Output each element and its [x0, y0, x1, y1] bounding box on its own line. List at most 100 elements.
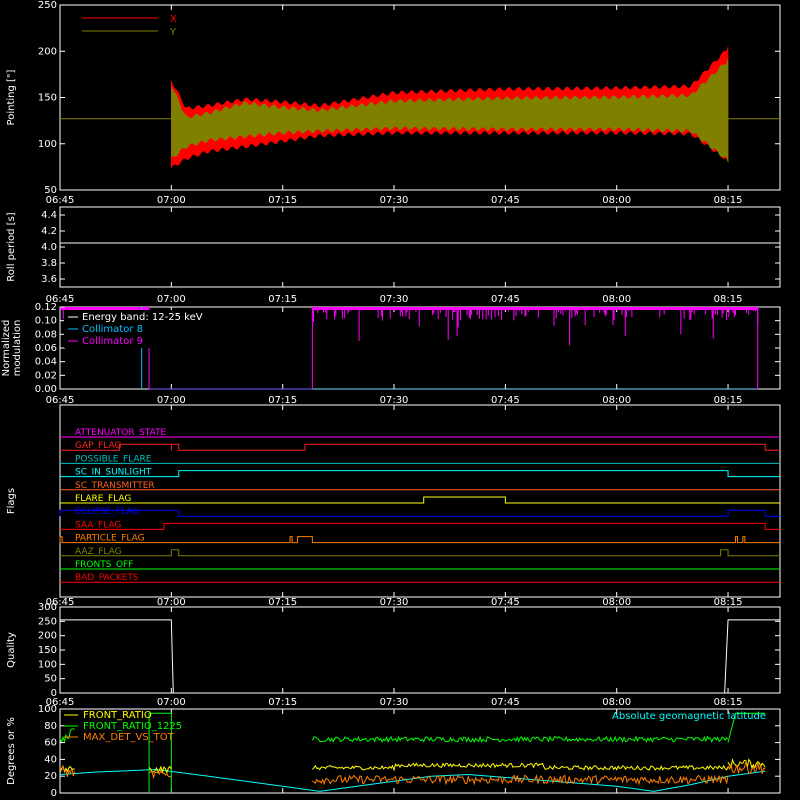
y-axis-label: Pointing ["] [6, 69, 17, 125]
front-ratio-1225-series [59, 728, 75, 744]
y-tick-label: 0.02 [35, 370, 57, 381]
flag-label: FLARE_FLAG [75, 494, 131, 504]
flag-label: ATTENUATOR_STATE [75, 428, 167, 438]
y-tick-label: 80 [44, 721, 57, 732]
x-tick-label: 06:45 [46, 195, 75, 206]
flag-label: GAP_FLAG [75, 441, 121, 451]
x-tick-label: 07:30 [380, 294, 409, 305]
panel-ratios: 0 20 40 60 80 100 Degrees or % FRONT_RATIOFRONT… [6, 704, 781, 799]
x-tick-label: 06:45 [46, 697, 75, 708]
flag-label: FRONTS_OFF [75, 560, 133, 570]
flag-line-sc-in-sunlight [60, 470, 780, 478]
y-tick-label: 300 [38, 602, 57, 613]
front-ratio-series [312, 762, 729, 772]
legend-label: MAX_DET_VS_TOT [83, 732, 175, 743]
y-tick-label: 150 [38, 645, 57, 656]
flag-label: BAD_PACKETS [75, 573, 139, 583]
x-tick-label: 07:00 [157, 597, 186, 608]
y-tick-label: 0.06 [35, 343, 57, 354]
x-tick-label: 07:30 [380, 697, 409, 708]
x-tick-label: 08:00 [602, 395, 631, 406]
collimator-9-top [60, 307, 150, 310]
x-tick-label: 08:15 [714, 395, 743, 406]
legend-label: FRONT_RATIO [83, 710, 152, 721]
flag-line-eclipse-flag [59, 509, 780, 517]
x-tick-label: 07:00 [157, 697, 186, 708]
panel-pointing: 50 100 150 200 250 Pointing ["] XY 06:45 07:00 07… [6, 0, 781, 206]
y-tick-label: 200 [38, 631, 57, 642]
y-tick-label: 100 [38, 139, 57, 150]
front-ratio-series [148, 765, 172, 775]
flag-line-flare-flag [60, 496, 780, 504]
x-tick-label: 07:30 [380, 395, 409, 406]
y-tick-label: 100 [38, 659, 57, 670]
x-tick-label: 08:15 [714, 195, 743, 206]
x-tick-label: 06:45 [46, 294, 75, 305]
legend-label: Energy band: 12-25 keV [82, 312, 203, 323]
y-axis-label: Flags [6, 488, 17, 514]
legend-box [64, 310, 214, 348]
y-tick-label: 50 [44, 185, 57, 196]
quality-line [60, 619, 780, 694]
legend-label: FRONT_RATIO_1225 [83, 721, 182, 732]
x-tick-label: 08:15 [714, 697, 743, 708]
panel-flags: ATTENUATOR_STATE GAP_FLAG POSSIBLE_FLARE SC… [6, 404, 781, 608]
y-axis-label: modulation [12, 320, 23, 377]
y-axis-label: Degrees or % [6, 717, 17, 785]
x-tick-label: 07:00 [157, 395, 186, 406]
max-det-vs-tot-series [59, 765, 76, 777]
y-tick-label: 0 [51, 788, 57, 799]
front-ratio-1225-series [727, 712, 766, 743]
panel-roll: 3.6 3.8 4.0 4.2 4.4 Roll period [s] 06:45 07:00… [6, 206, 781, 305]
x-tick-label: 08:15 [714, 294, 743, 305]
y-tick-label: 0.04 [35, 357, 57, 368]
y-tick-label: 4.4 [41, 210, 57, 221]
legend-label: X [170, 14, 177, 25]
x-tick-label: 07:15 [268, 697, 297, 708]
y-tick-label: 20 [44, 771, 57, 782]
y-axis-label: Normalized [1, 320, 12, 377]
x-tick-label: 07:45 [491, 395, 520, 406]
y-tick-label: 150 [38, 93, 57, 104]
flag-line-gap-flag [60, 443, 780, 451]
flag-label: POSSIBLE_FLARE [75, 454, 152, 464]
x-tick-label: 08:00 [602, 697, 631, 708]
flag-label: SC_TRANSMITTER [75, 481, 155, 491]
collimator-9-top [312, 307, 758, 310]
y-tick-label: 3.8 [41, 258, 57, 269]
max-det-vs-tot-series [149, 769, 172, 780]
panel-quality: 0 50 100 150 200 250 300 Quality 06:45 07:00 07:15… [6, 602, 781, 708]
ratios-frame [59, 708, 781, 794]
y-tick-label: 0.12 [35, 302, 57, 313]
x-tick-label: 07:00 [157, 294, 186, 305]
y-tick-label: 50 [44, 674, 57, 685]
y-tick-label: 3.6 [41, 274, 57, 285]
y-tick-label: 0 [51, 688, 57, 699]
y-tick-label: 0.08 [35, 329, 57, 340]
flag-label: SAA_FLAG [75, 520, 121, 530]
x-tick-label: 08:00 [602, 195, 631, 206]
flags-frame [59, 404, 781, 598]
legend-label: Collimator 9 [82, 336, 143, 347]
x-tick-label: 06:45 [46, 597, 75, 608]
flag-label: AAZ_FLAG [75, 547, 122, 557]
y-tick-label: 4.2 [41, 226, 57, 237]
flag-line-saa-flag [60, 522, 780, 530]
geomagnetic-latitude-line [59, 768, 766, 792]
x-tick-label: 07:15 [268, 395, 297, 406]
y-tick-label: 100 [38, 704, 57, 715]
y-tick-label: 200 [38, 46, 57, 57]
x-tick-label: 08:00 [602, 597, 631, 608]
series-y-pointing [171, 58, 729, 163]
panel-modulation: 0.00 0.02 0.04 0.06 0.08 0.10 0.12 Normalized mo… [1, 302, 781, 406]
x-tick-label: 06:45 [46, 395, 75, 406]
legend-label: Y [169, 27, 177, 38]
x-tick-label: 07:15 [268, 597, 297, 608]
y-tick-label: 0.10 [35, 316, 57, 327]
roll-frame [59, 206, 781, 288]
y-tick-label: 4.0 [41, 242, 57, 253]
flag-line-aaz-flag [60, 549, 780, 557]
flag-line-particle-flag [59, 536, 780, 544]
y-tick-label: 0.00 [35, 384, 57, 395]
